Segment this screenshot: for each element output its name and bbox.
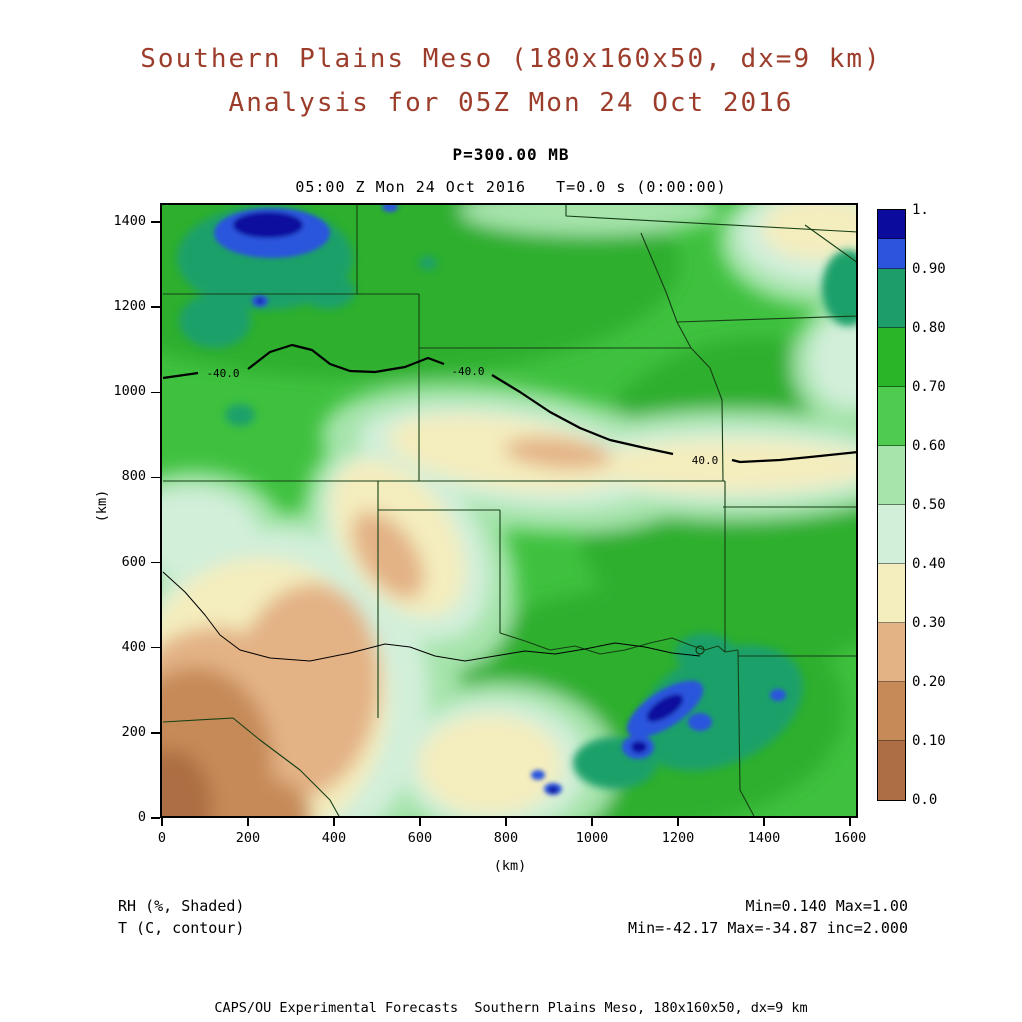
footer-caption: CAPS/OU Experimental Forecasts Southern … (214, 1000, 808, 1016)
colorbar-tick-label: 0.80 (912, 320, 946, 336)
x-axis-tick (763, 818, 765, 826)
colorbar-tick-label: 0.20 (912, 674, 946, 690)
legend-shaded-minmax: Min=0.140 Max=1.00 (745, 897, 908, 915)
contour-minus-40 (162, 343, 858, 464)
x-axis-tick-label: 200 (235, 830, 261, 846)
colorbar-tick-label: 0.30 (912, 615, 946, 631)
colorbar-tick-label: 0.50 (912, 497, 946, 513)
x-axis-tick-label: 0 (157, 830, 167, 846)
y-axis-tick (151, 391, 160, 394)
colorbar-tick-label: 0.0 (912, 792, 938, 808)
colorbar-band (878, 328, 905, 387)
contour-label: -40.0 (206, 367, 239, 380)
state-borders (162, 203, 858, 818)
title-line-1: Southern Plains Meso (180x160x50, dx=9 k… (140, 44, 882, 74)
x-axis-tick (161, 818, 163, 826)
legend-contour-minmax: Min=-42.17 Max=-34.87 inc=2.000 (628, 919, 908, 937)
colorbar-band (878, 239, 905, 269)
x-axis-tick (849, 818, 851, 826)
colorbar-band (878, 387, 905, 446)
x-axis-label: (km) (493, 858, 527, 874)
x-axis-tick-label: 1400 (747, 830, 781, 846)
x-axis-tick-label: 1600 (833, 830, 867, 846)
colorbar-band (878, 741, 905, 800)
legend-shaded-field: RH (%, Shaded) (118, 897, 245, 915)
valid-time-label: 05:00 Z Mon 24 Oct 2016 T=0.0 s (0:00:00… (295, 178, 727, 196)
colorbar-tick-label: 0.70 (912, 379, 946, 395)
pressure-level-label: P=300.00 MB (452, 145, 570, 164)
colorbar-tick-label: 0.40 (912, 556, 946, 572)
y-axis-tick-label: 1000 (113, 383, 146, 400)
x-axis-tick (677, 818, 679, 826)
colorbar-tick-label: 0.60 (912, 438, 946, 454)
colorbar-band (878, 269, 905, 328)
y-axis-tick-label: 1200 (113, 298, 146, 315)
x-axis-tick (505, 818, 507, 826)
temperature-contours (162, 343, 858, 662)
rh-max-blobs (214, 203, 786, 795)
plot-frame (160, 203, 858, 818)
y-axis-tick-label: 800 (121, 468, 146, 485)
y-axis-tick (151, 561, 160, 564)
y-axis-tick-label: 600 (121, 553, 146, 570)
rh-shaded-map: -40.0 -40.0 40.0 (160, 203, 858, 818)
y-axis-tick (151, 646, 160, 649)
colorbar-band (878, 564, 905, 623)
y-axis-tick-label: 200 (121, 723, 146, 740)
y-axis-tick (151, 817, 160, 819)
x-axis-tick-label: 800 (493, 830, 519, 846)
y-axis-tick-label: 400 (121, 638, 146, 655)
rh-shading (160, 203, 858, 818)
contour-thin (162, 571, 701, 662)
title-line-2: Analysis for 05Z Mon 24 Oct 2016 (228, 88, 794, 118)
map-plot: -40.0 -40.0 40.0 (160, 203, 858, 818)
contour-label: 40.0 (692, 454, 719, 467)
x-axis-tick-label: 400 (321, 830, 347, 846)
y-axis-tick (151, 732, 160, 734)
colorbar-tick-label: 0.90 (912, 261, 946, 277)
colorbar-band (878, 446, 905, 505)
y-axis-tick (151, 306, 160, 308)
colorbar-band (878, 682, 905, 741)
colorbar-band (878, 505, 905, 564)
colorbar (877, 209, 906, 801)
x-axis-tick-label: 600 (407, 830, 433, 846)
x-axis-tick (591, 818, 593, 826)
x-axis-tick (247, 818, 249, 826)
legend-contour-field: T (C, contour) (118, 919, 245, 937)
y-axis-tick-label: 0 (137, 809, 146, 825)
y-axis-tick-label: 1400 (113, 213, 146, 230)
colorbar-band (878, 210, 905, 239)
y-axis-tick (151, 476, 160, 479)
x-axis-tick (333, 818, 335, 826)
contour-label: -40.0 (451, 365, 484, 378)
colorbar-tick-label: 0.10 (912, 733, 946, 749)
y-axis-tick (151, 221, 160, 223)
x-axis-tick-label: 1200 (661, 830, 695, 846)
colorbar-band (878, 623, 905, 682)
x-axis-tick-label: 1000 (575, 830, 609, 846)
x-axis-tick (419, 818, 421, 826)
colorbar-tick-label: 1. (912, 202, 929, 218)
